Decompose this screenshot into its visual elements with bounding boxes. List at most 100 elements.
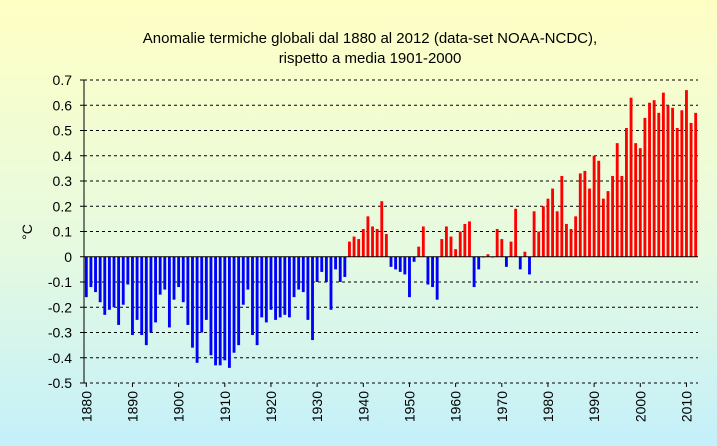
bar-1904 [195,256,199,363]
chart-title-line-1: Anomalie termiche globali dal 1880 al 20… [143,30,597,47]
bar-2001 [643,117,647,257]
bar-1997 [625,127,628,257]
bar-1989 [588,188,591,257]
bar-1883 [98,256,102,303]
x-tick-label: 1910 [217,391,233,422]
bar-2008 [675,127,679,257]
bar-1948 [398,256,402,272]
y-tick-label: 0.1 [53,224,73,240]
bar-2003 [652,100,656,257]
bar-2006 [666,105,670,257]
axes [80,79,698,387]
bar-1912 [232,256,236,353]
bar-1900 [177,256,181,288]
bar-1942 [371,226,374,257]
bar-1919 [264,256,268,323]
bar-1880 [84,256,88,298]
bar-1911 [227,256,231,368]
bar-1962 [463,223,467,257]
bar-1933 [329,256,333,310]
bar-1930 [315,256,319,282]
bar-1902 [186,256,190,325]
bar-1999 [634,143,638,257]
bar-1964 [472,256,476,288]
x-tick-label: 2010 [678,391,694,422]
y-tick-label: 0.2 [53,198,73,214]
bar-1936 [343,256,347,277]
bar-1922 [278,256,282,318]
bar-2010 [685,90,688,257]
bar-2011 [689,122,693,257]
bar-1973 [514,208,518,257]
bar-1983 [560,175,564,257]
bar-2004 [657,112,661,257]
bar-1970 [500,239,504,257]
bar-1959 [449,236,453,257]
y-tick-label: 0.5 [53,123,73,139]
x-tick-label: 1940 [355,391,371,422]
bar-1924 [288,256,291,318]
bar-1897 [163,256,167,290]
x-tick-label: 1900 [171,391,187,422]
y-tick-labels: 0.7 0.6 0.5 0.4 0.3 0.2 0.1 0 -0.1 -0.2 -0.3 -0.4 -0… [48,72,72,391]
bar-1901 [181,256,185,303]
bar-1914 [241,256,245,305]
bar-1905 [200,256,204,333]
bars [84,90,698,368]
bar-1949 [403,256,407,275]
bar-1992 [601,198,605,257]
bar-1960 [454,249,458,257]
bar-1893 [144,256,148,346]
bar-1952 [417,246,421,257]
bar-1967 [486,254,490,257]
bar-1976 [528,256,531,275]
bar-1882 [94,256,97,293]
x-tick-label: 1980 [540,391,556,422]
bar-1888 [121,256,125,305]
bar-1939 [357,239,361,257]
bar-1927 [301,256,305,293]
bar-1896 [158,256,162,295]
bar-2007 [671,107,675,257]
y-axis-label: °C [19,224,35,240]
bar-1910 [223,256,227,361]
bar-1934 [334,256,338,270]
bar-1950 [408,256,411,298]
bar-2012 [694,112,698,257]
bar-1951 [412,256,416,262]
bar-1932 [324,256,328,282]
bar-1913 [237,256,241,346]
bar-1990 [592,155,596,257]
bar-1972 [509,241,513,257]
bar-1987 [578,173,582,257]
bar-1937 [348,241,351,257]
bar-1981 [551,188,555,257]
bar-1889 [126,256,130,285]
bar-1982 [555,211,559,257]
y-tick-label: -0.4 [48,350,72,366]
bar-1944 [380,201,384,257]
bar-1925 [292,256,296,298]
bar-1935 [338,256,342,282]
bar-1915 [246,256,250,290]
bar-2009 [680,110,684,257]
bar-1895 [154,256,157,323]
bar-1965 [477,256,481,270]
bar-1899 [172,256,176,300]
bar-1957 [440,239,444,257]
bar-1881 [89,256,93,288]
bar-1984 [565,223,568,257]
y-tick-label: 0.3 [53,173,73,189]
bar-1921 [274,256,278,320]
bar-1906 [204,256,208,320]
bar-1890 [131,256,134,336]
bar-2002 [648,102,651,257]
bar-1963 [468,221,471,257]
bar-1974 [518,256,522,270]
bar-1891 [135,256,139,320]
bar-1953 [421,226,425,257]
bar-1946 [389,256,393,267]
bar-1996 [620,175,624,257]
